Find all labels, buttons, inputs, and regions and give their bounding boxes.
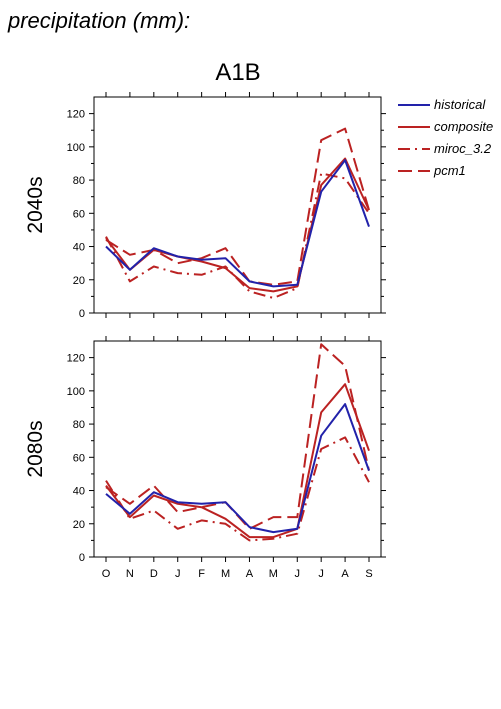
y-tick-label: 20 (73, 275, 85, 287)
y-tick-label: 40 (73, 242, 85, 254)
y-tick-label: 0 (79, 552, 85, 564)
x-tick-label: M (221, 568, 230, 580)
x-tick-label: A (341, 568, 349, 580)
plot-frame (93, 96, 382, 314)
series-line-pcm1 (105, 127, 370, 286)
y-tick-label: 100 (67, 386, 85, 398)
x-tick-label: J (318, 568, 324, 580)
x-tick-label: J (175, 568, 181, 580)
series-line-historical (105, 403, 370, 534)
x-tick-label: M (269, 568, 278, 580)
panel-label: 2080s (24, 420, 47, 477)
panel-2080s: 0 20 40 60 80 100 120 O N D J F M A M J J A S 2080s (24, 336, 386, 580)
chart-title: A1B (215, 59, 260, 86)
legend-item-historical: historical (398, 97, 486, 112)
series-line-pcm1 (105, 343, 370, 530)
x-tick-label: O (102, 568, 111, 580)
x-tick-label: S (365, 568, 372, 580)
legend-label: miroc_3.2 (434, 141, 492, 156)
legend-label: pcm1 (433, 163, 466, 178)
y-tick-label: 0 (79, 308, 85, 320)
series-line-composite (105, 157, 370, 293)
y-tick-label: 60 (73, 452, 85, 464)
series-line-historical (105, 159, 370, 288)
y-tick-label: 100 (67, 142, 85, 154)
plot-frame (93, 340, 382, 558)
y-tick-label: 20 (73, 519, 85, 531)
y-tick-label: 60 (73, 208, 85, 220)
x-tick-label: A (246, 568, 254, 580)
series-line-composite (105, 383, 370, 539)
series-line-miroc-3-2 (105, 436, 370, 542)
legend-label: composite (434, 119, 493, 134)
y-tick-label: 80 (73, 419, 85, 431)
panel-label: 2040s (24, 176, 47, 233)
y-tick-label: 80 (73, 175, 85, 187)
series-line-miroc-3-2 (105, 172, 370, 299)
legend-label: historical (434, 97, 486, 112)
chart-legend: historical composite miroc_3.2 pcm1 (398, 97, 493, 178)
y-tick-label: 120 (67, 109, 85, 121)
y-tick-label: 40 (73, 486, 85, 498)
x-tick-label: N (126, 568, 134, 580)
x-tick-label: D (150, 568, 158, 580)
legend-item-composite: composite (398, 119, 493, 134)
chart-panels: 0 20 40 60 80 100 120 2040s 0 20 40 60 80 100 120 O N D J F… (24, 92, 386, 580)
page-title: precipitation (mm): (7, 8, 190, 33)
legend-item-miroc-3-2: miroc_3.2 (398, 141, 492, 156)
x-tick-label: F (198, 568, 205, 580)
x-tick-label: J (295, 568, 301, 580)
legend-item-pcm1: pcm1 (398, 163, 466, 178)
panel-2040s: 0 20 40 60 80 100 120 2040s (24, 92, 386, 320)
y-tick-label: 120 (67, 353, 85, 365)
